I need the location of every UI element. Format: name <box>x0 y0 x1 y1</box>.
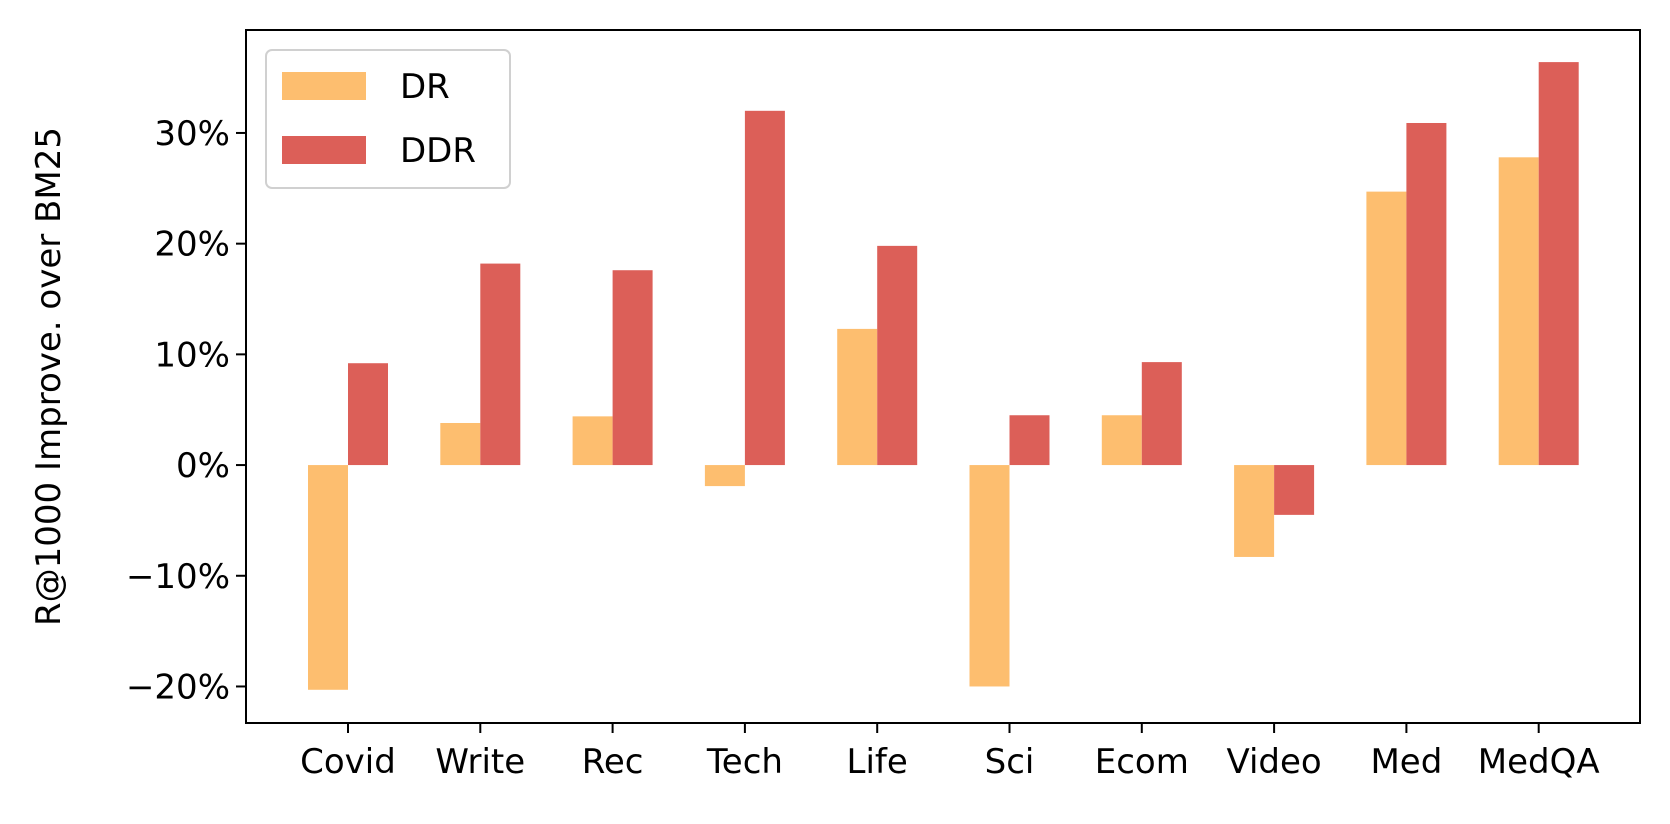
bar-dr-write <box>440 422 481 466</box>
legend-swatch-ddr <box>282 136 366 164</box>
y-tick-label: 0% <box>176 446 230 486</box>
bar-dr-rec <box>572 416 613 466</box>
x-tick-label-life: Life <box>847 742 908 782</box>
x-tick-label-video: Video <box>1226 742 1321 782</box>
legend-swatch-dr <box>282 72 366 100</box>
bar-ddr-tech <box>744 110 785 466</box>
bar-ddr-rec <box>612 270 653 466</box>
x-axis: Covid Write Rec Tech Life Sci Ecom Video Med MedQ… <box>300 723 1600 782</box>
bar-ddr-life <box>877 245 918 466</box>
x-tick-label-rec: Rec <box>582 742 644 782</box>
plot-frame <box>245 29 1641 724</box>
bars-group <box>308 62 1579 690</box>
y-tick-label: −10% <box>126 557 230 597</box>
legend: DR DDR <box>265 49 511 189</box>
bar-dr-video <box>1234 465 1275 557</box>
y-axis: −20% −10% 0% 10% 20% 30% <box>126 114 246 707</box>
bar-ddr-sci <box>1009 415 1050 466</box>
bar-ddr-medqa <box>1538 62 1579 466</box>
bar-dr-ecom <box>1101 415 1142 466</box>
y-axis-label: R@1000 Improve. over BM25 <box>29 127 69 626</box>
y-tick-label: −20% <box>126 667 230 707</box>
bar-ddr-med <box>1406 122 1447 466</box>
x-tick-label-med: Med <box>1370 742 1442 782</box>
bar-ddr-write <box>480 263 521 466</box>
x-tick-label-covid: Covid <box>300 742 396 782</box>
legend-label-dr: DR <box>400 67 450 107</box>
bar-dr-covid <box>308 465 348 690</box>
y-tick-label: 10% <box>154 335 230 375</box>
bar-dr-tech <box>704 465 745 487</box>
bar-dr-sci <box>969 465 1010 687</box>
x-tick-label-ecom: Ecom <box>1095 742 1189 782</box>
x-tick-label-sci: Sci <box>985 742 1035 782</box>
bar-dr-medqa <box>1498 157 1539 466</box>
bar-dr-life <box>837 328 878 466</box>
y-tick-label: 20% <box>154 225 230 265</box>
bar-ddr-ecom <box>1141 362 1182 466</box>
legend-label-ddr: DDR <box>400 131 476 171</box>
x-tick-label-medqa: MedQA <box>1478 742 1600 782</box>
bar-ddr-covid <box>348 363 388 466</box>
x-tick-label-write: Write <box>435 742 525 782</box>
bar-ddr-video <box>1274 465 1315 515</box>
y-tick-label: 30% <box>154 114 230 154</box>
x-tick-label-tech: Tech <box>706 742 783 782</box>
bar-dr-med <box>1366 191 1407 466</box>
